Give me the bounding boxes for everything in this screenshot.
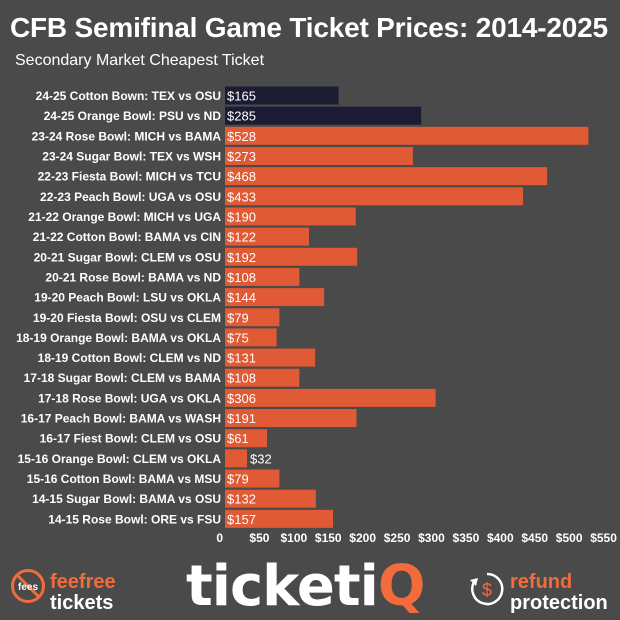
bar (225, 429, 267, 448)
ticketiq-accent: Q (377, 554, 426, 619)
bar (225, 469, 280, 488)
data-label: $131 (227, 351, 256, 366)
chart-subtitle: Secondary Market Cheapest Ticket (15, 52, 265, 69)
x-tick-label: $150 (315, 531, 342, 545)
bar (225, 227, 309, 246)
refund-line2: protection (510, 592, 608, 614)
bar-chart: 24-25 Cotton Bown: TEX vs OSU $165 24-25 O… (16, 86, 617, 545)
category-label: 15-16 Orange Bowl: CLEM vs OKLA (18, 452, 222, 466)
bar (225, 267, 300, 286)
bar (225, 409, 357, 428)
svg-text:$: $ (482, 580, 492, 600)
category-label: 23-24 Sugar Bowl: TEX vs WSH (42, 149, 221, 163)
bar (225, 449, 248, 468)
category-label: 15-16 Cotton Bowl: BAMA vs MSU (27, 472, 221, 486)
category-label: 17-18 Rose Bowl: UGA vs OKLA (38, 391, 221, 405)
chart-title: CFB Semifinal Game Ticket Prices: 2014-2… (10, 12, 608, 43)
category-label: 16-17 Fiest Bowl: CLEM vs OSU (40, 432, 221, 446)
refund-text: refund protection (510, 572, 608, 614)
bar (225, 388, 436, 407)
refund-line1: refund (510, 571, 573, 593)
data-label: $273 (227, 149, 256, 164)
x-tick-label: $500 (556, 531, 583, 545)
data-label: $61 (227, 431, 249, 446)
data-label: $285 (227, 109, 256, 124)
category-label: 16-17 Peach Bowl: BAMA vs WASH (21, 412, 221, 426)
category-label: 22-23 Peach Bowl: UGA vs OSU (40, 190, 221, 204)
x-tick-label: $100 (280, 531, 307, 545)
x-tick-label: 0 (216, 531, 223, 545)
data-label: $132 (227, 492, 256, 507)
ticketiq-wordmark: ticketiQ (186, 554, 426, 619)
category-label: 17-18 Sugar Bowl: CLEM vs BAMA (24, 371, 222, 385)
x-tick-label: $300 (418, 531, 445, 545)
category-label: 19-20 Peach Bowl: LSU vs OKLA (34, 291, 221, 305)
data-label: $79 (227, 472, 249, 487)
x-tick-label: $550 (590, 531, 617, 545)
x-tick-label: $450 (521, 531, 548, 545)
category-label: 23-24 Rose Bowl: MICH vs BAMA (32, 129, 222, 143)
data-label: $144 (227, 290, 256, 305)
category-label: 19-20 Fiesta Bowl: OSU vs CLEM (33, 311, 221, 325)
bar (225, 126, 589, 145)
category-label: 21-22 Orange Bowl: MICH vs UGA (28, 210, 221, 224)
bar (225, 368, 300, 387)
data-label: $192 (227, 250, 256, 265)
category-label: 18-19 Cotton Bowl: CLEM vs ND (38, 351, 222, 365)
bar (225, 247, 358, 266)
x-tick-label: $350 (453, 531, 480, 545)
data-label: $190 (227, 209, 256, 224)
category-label: 24-25 Cotton Bown: TEX vs OSU (36, 89, 221, 103)
data-label: $108 (227, 270, 256, 285)
feefree-line2: tickets (50, 592, 114, 614)
data-label: $75 (227, 330, 249, 345)
data-label: $122 (227, 230, 256, 245)
bar (225, 207, 356, 226)
no-fees-icon: fees (11, 569, 45, 603)
bar (225, 308, 280, 327)
x-tick-label: $400 (487, 531, 514, 545)
refund-protection-logo: $ refund protection (468, 566, 618, 616)
category-label: 14-15 Sugar Bowl: BAMA vs OSU (32, 492, 221, 506)
bar (225, 106, 422, 125)
data-label: $79 (227, 310, 249, 325)
bar (225, 86, 339, 105)
bar (225, 328, 277, 347)
category-label: 18-19 Orange Bowl: BAMA vs OKLA (16, 331, 221, 345)
data-label: $191 (227, 411, 256, 426)
ticketiq-main: ticketi (186, 554, 379, 619)
bar (225, 509, 334, 528)
footer: fees feefree tickets ticketiQ $ refund p… (0, 552, 620, 620)
category-label: 14-15 Rose Bowl: ORE vs FSU (48, 512, 221, 526)
data-label: $306 (227, 391, 256, 406)
data-label: $157 (227, 512, 256, 527)
dollar-refund-icon: $ (470, 572, 504, 606)
data-label: $433 (227, 189, 256, 204)
category-label: 21-22 Cotton Bowl: BAMA vs CIN (33, 230, 221, 244)
ticketiq-logo: ticketiQ (186, 552, 426, 620)
category-label: 20-21 Rose Bowl: BAMA vs ND (45, 270, 221, 284)
data-label: $32 (250, 451, 272, 466)
bar (225, 489, 316, 508)
feefree-tickets-logo: fees feefree tickets (6, 566, 146, 616)
data-label: $108 (227, 371, 256, 386)
data-label: $165 (227, 89, 256, 104)
bar (225, 187, 524, 206)
data-label: $528 (227, 129, 256, 144)
x-tick-label: $250 (384, 531, 411, 545)
bar (225, 167, 548, 186)
feefree-line1: feefree (50, 571, 116, 593)
x-tick-label: $200 (349, 531, 376, 545)
category-label: 20-21 Sugar Bowl: CLEM vs OSU (34, 250, 221, 264)
category-label: 24-25 Orange Bowl: PSU vs ND (44, 109, 222, 123)
bar (225, 288, 325, 307)
feefree-text: feefree tickets (50, 572, 116, 614)
bar (225, 348, 316, 367)
fees-badge-text: fees (18, 582, 38, 593)
x-tick-label: $50 (249, 531, 269, 545)
category-label: 22-23 Fiesta Bowl: MICH vs TCU (38, 170, 221, 184)
data-label: $468 (227, 169, 256, 184)
bar (225, 146, 413, 165)
